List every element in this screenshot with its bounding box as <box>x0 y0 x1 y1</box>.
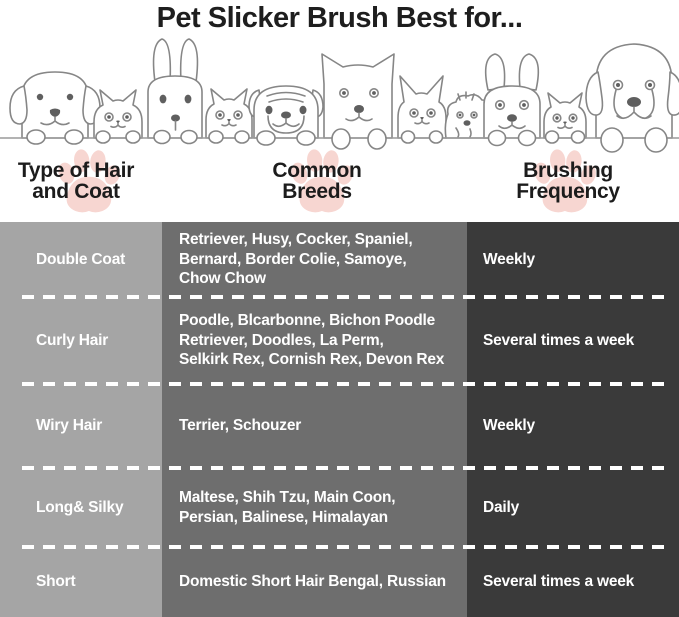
row-separator <box>22 466 666 470</box>
french-bulldog-icon <box>483 53 541 139</box>
pointy-ear-dog-icon <box>321 53 395 139</box>
frequency-cell: Daily <box>467 468 679 547</box>
breeds-cell: Retriever, Husy, Cocker, Spaniel, Bernar… <box>162 222 467 297</box>
header-line: Common <box>272 159 362 182</box>
header-type-of-hair: Type of Hair and Coat <box>0 149 152 213</box>
breeds-cell: Terrier, Schouzer <box>162 384 467 468</box>
frequency-cell: Weekly <box>467 384 679 468</box>
pug-icon <box>248 85 324 139</box>
frequency-cell: Weekly <box>467 222 679 297</box>
header-common-breeds: Common Breeds <box>217 149 417 213</box>
floppy-ear-dog-icon <box>9 71 101 139</box>
row-separator <box>22 295 666 299</box>
header-line: Type of Hair <box>17 159 135 182</box>
header-line: Breeds <box>282 180 352 203</box>
frequency-cell: Several times a week <box>467 297 679 384</box>
header-line: Frequency <box>516 180 620 203</box>
breeds-cell: Poodle, Blcarbonne, Bichon Poodle Retrie… <box>162 297 467 384</box>
hair-type-cell: Curly Hair <box>0 297 162 384</box>
header-line: Brushing <box>523 159 613 182</box>
paw-print-icon <box>534 149 596 213</box>
pets-peeking-illustration <box>0 38 679 153</box>
hair-type-cell: Long& Silky <box>0 468 162 547</box>
cat-icon <box>93 89 143 139</box>
frequency-cell: Several times a week <box>467 547 679 617</box>
page-title: Pet Slicker Brush Best for... <box>156 2 523 34</box>
hair-type-cell: Double Coat <box>0 222 162 297</box>
animal-paws <box>26 127 668 153</box>
row-separator <box>22 545 666 549</box>
column-headers: Type of Hair and Coat Common Breeds Br <box>0 149 679 222</box>
header-line: and Coat <box>32 180 120 203</box>
breeds-cell: Domestic Short Hair Bengal, Russian <box>162 547 467 617</box>
tall-ear-bulldog-icon <box>147 38 203 139</box>
comparison-table: Double Coat Retriever, Husy, Cocker, Spa… <box>0 222 679 617</box>
breeds-cell: Maltese, Shih Tzu, Main Coon, Persian, B… <box>162 468 467 547</box>
header-brushing-frequency: Brushing Frequency <box>468 149 668 213</box>
big-ear-cat-icon <box>397 75 447 139</box>
row-separator <box>22 382 666 386</box>
hair-type-cell: Short <box>0 547 162 617</box>
cat-icon <box>543 92 587 139</box>
paw-print-icon <box>291 149 353 213</box>
cat-icon <box>205 88 253 139</box>
retriever-icon <box>585 43 679 139</box>
paw-print-icon <box>58 149 120 213</box>
hair-type-cell: Wiry Hair <box>0 384 162 468</box>
